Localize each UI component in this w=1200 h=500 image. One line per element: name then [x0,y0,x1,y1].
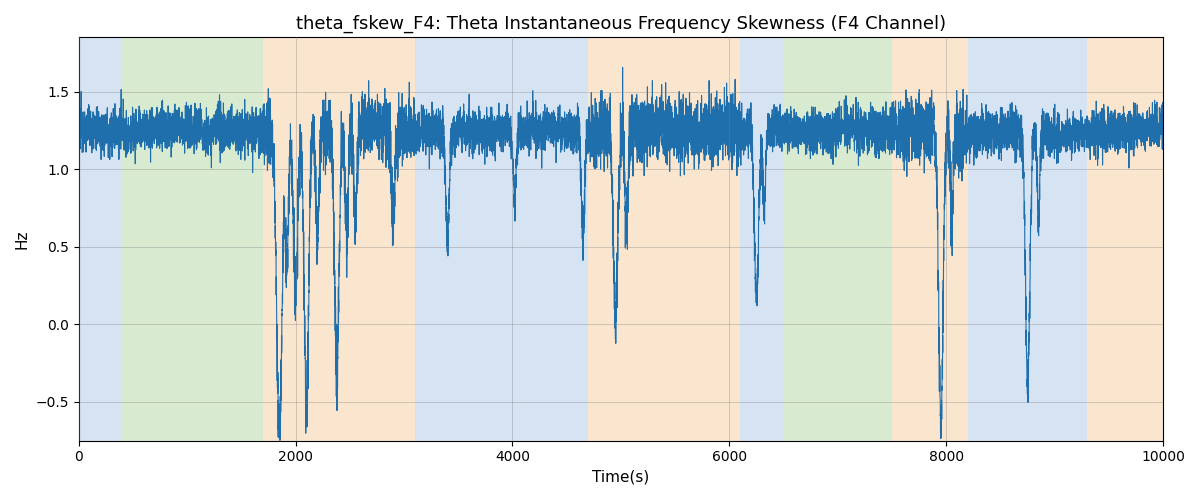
Bar [784,38,892,440]
Bar [588,38,740,440]
X-axis label: Time(s): Time(s) [593,470,649,485]
Bar [79,38,122,440]
Bar [263,38,415,440]
Bar [1087,38,1184,440]
Title: theta_fskew_F4: Theta Instantaneous Frequency Skewness (F4 Channel): theta_fskew_F4: Theta Instantaneous Freq… [296,15,946,34]
Y-axis label: Hz: Hz [14,230,30,249]
Bar [968,38,1087,440]
Bar [740,38,784,440]
Bar [892,38,968,440]
Bar [122,38,263,440]
Bar [415,38,588,440]
